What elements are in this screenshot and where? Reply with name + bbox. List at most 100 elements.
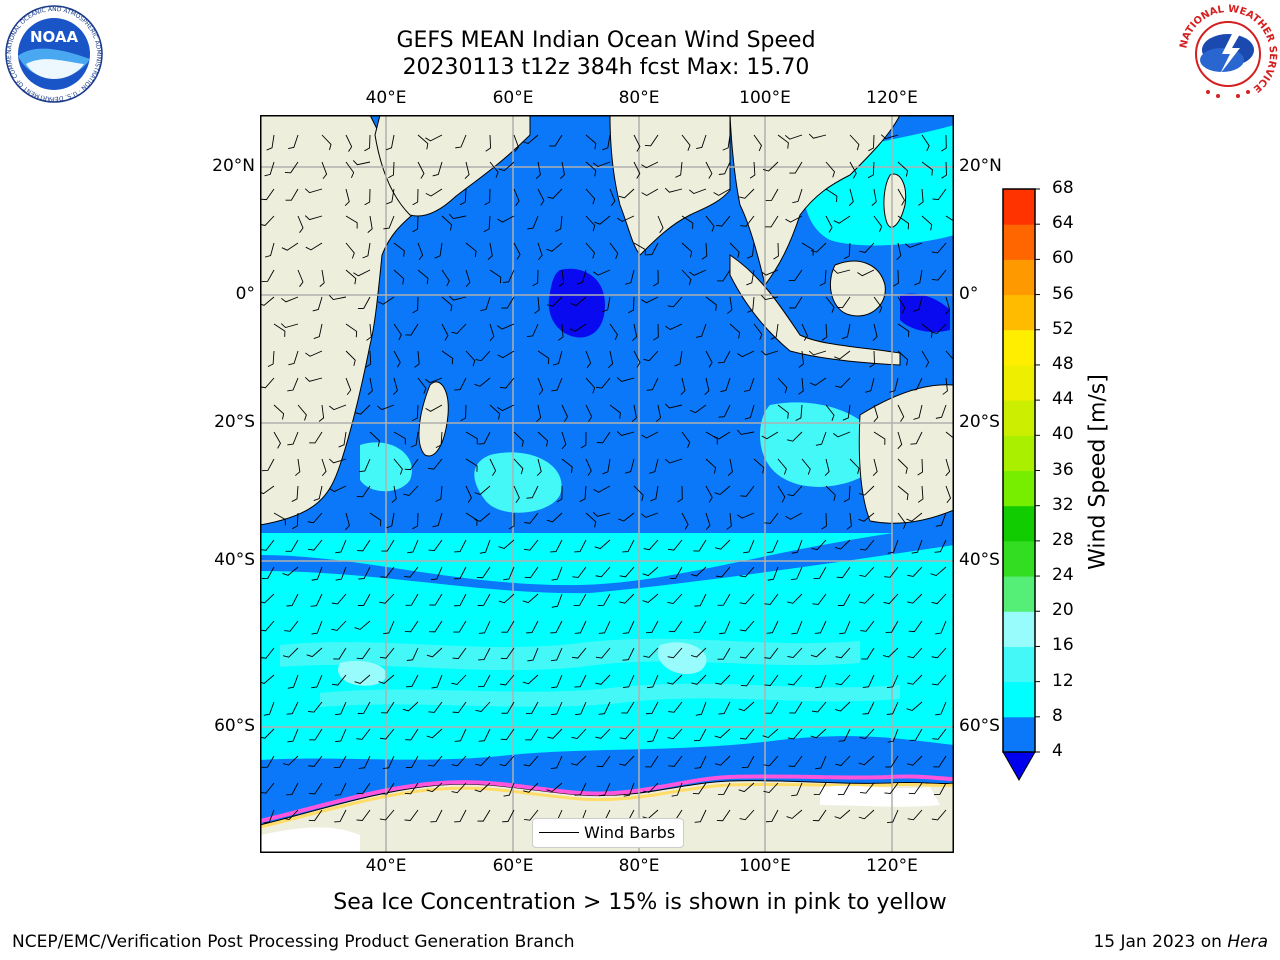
wind-barb bbox=[307, 539, 323, 551]
wind-barb bbox=[825, 404, 835, 421]
wind-barb bbox=[385, 134, 395, 151]
wind-barb bbox=[291, 485, 299, 502]
wind-barb bbox=[319, 269, 325, 287]
wind-barb bbox=[380, 566, 395, 578]
wind-barb bbox=[649, 458, 659, 474]
wind-barb bbox=[476, 566, 491, 579]
wind-barb bbox=[931, 809, 947, 821]
wind-barb bbox=[628, 296, 635, 314]
map-legend: Wind Barbs bbox=[532, 818, 684, 848]
wind-barb bbox=[825, 188, 838, 203]
wind-barb bbox=[945, 296, 951, 315]
wind-barb bbox=[738, 701, 755, 712]
wind-barb bbox=[503, 566, 515, 581]
colorbar-tick-label: 40 bbox=[1052, 424, 1074, 445]
wind-barb bbox=[382, 755, 395, 769]
wind-barb bbox=[813, 782, 827, 795]
wind-barb bbox=[785, 512, 803, 520]
wind-barb bbox=[273, 404, 285, 420]
wind-barb bbox=[705, 485, 713, 503]
wind-barb bbox=[671, 782, 683, 797]
wind-barb bbox=[764, 647, 779, 659]
wind-barb bbox=[897, 350, 909, 366]
wind-barb bbox=[695, 323, 707, 338]
wind-barb bbox=[489, 458, 497, 476]
wind-barb bbox=[696, 134, 707, 150]
wind-barb bbox=[260, 620, 275, 632]
wind-barb bbox=[811, 539, 827, 551]
wind-barb bbox=[297, 215, 304, 233]
colorbar-tick-label: 20 bbox=[1052, 600, 1074, 621]
wind-barb bbox=[931, 593, 947, 605]
wind-barb bbox=[616, 377, 635, 382]
wind-barb bbox=[260, 188, 275, 201]
wind-barb bbox=[356, 809, 371, 821]
lon-tick-top-60e: 60°E bbox=[492, 88, 534, 108]
wind-barb bbox=[763, 755, 779, 767]
wind-barb bbox=[448, 295, 467, 301]
wind-barb bbox=[765, 701, 779, 714]
wind-barb bbox=[913, 296, 923, 312]
wind-barb bbox=[862, 674, 875, 688]
colorbar-tick-label: 28 bbox=[1052, 529, 1074, 550]
wind-barb bbox=[404, 566, 419, 578]
wind-barb bbox=[859, 593, 875, 604]
colorbar-segment bbox=[1003, 259, 1035, 296]
wind-barb bbox=[441, 350, 454, 365]
wind-barb bbox=[345, 323, 358, 338]
wind-barb bbox=[475, 350, 491, 362]
wind-barb bbox=[737, 429, 755, 435]
wind-barb bbox=[693, 620, 707, 633]
wind-barb bbox=[689, 404, 707, 414]
lon-tick-top-80e: 80°E bbox=[618, 88, 660, 108]
wind-barb bbox=[403, 485, 419, 496]
wind-barb bbox=[405, 755, 419, 769]
wind-barb bbox=[798, 377, 804, 395]
wind-barb bbox=[358, 755, 371, 769]
wind-barb bbox=[719, 620, 731, 635]
wind-barb bbox=[592, 511, 611, 517]
wind-barb bbox=[911, 539, 923, 554]
wind-barb bbox=[681, 269, 692, 286]
wind-barb bbox=[273, 431, 281, 449]
wind-barb bbox=[762, 728, 779, 739]
wind-barb bbox=[526, 485, 539, 499]
wind-barb bbox=[354, 404, 371, 415]
wind-barb bbox=[526, 620, 539, 634]
wind-barb bbox=[502, 269, 515, 284]
wind-barb bbox=[753, 134, 763, 152]
wind-barb bbox=[907, 593, 923, 604]
wind-barb bbox=[561, 458, 573, 473]
wind-barb bbox=[524, 809, 539, 821]
wind-barb bbox=[858, 512, 875, 522]
wind-barb bbox=[412, 188, 419, 206]
wind-barb bbox=[287, 728, 299, 743]
wind-barb bbox=[713, 431, 731, 440]
wind-barb bbox=[261, 566, 275, 580]
wind-barb bbox=[715, 755, 731, 766]
wind-barb bbox=[331, 593, 347, 605]
wind-barb bbox=[309, 728, 323, 741]
wind-barb bbox=[690, 566, 707, 577]
wind-barb bbox=[777, 458, 787, 475]
wind-barb bbox=[311, 674, 323, 689]
wind-barb bbox=[393, 377, 398, 396]
lon-tick-top-120e: 120°E bbox=[866, 88, 918, 108]
wind-barb bbox=[842, 404, 851, 421]
wind-barb bbox=[556, 485, 563, 503]
wind-barb bbox=[574, 701, 587, 716]
wind-barb bbox=[785, 215, 803, 223]
wind-barb bbox=[737, 512, 755, 519]
wind-barb bbox=[717, 647, 731, 660]
wind-barb bbox=[595, 647, 611, 659]
wind-barb bbox=[379, 647, 395, 659]
wind-barb bbox=[475, 701, 491, 713]
wind-barb bbox=[345, 350, 356, 366]
wind-barb bbox=[546, 512, 563, 523]
wind-barb bbox=[824, 458, 830, 477]
wind-barb bbox=[356, 728, 371, 740]
lon-tick-bottom-100e: 100°E bbox=[739, 856, 791, 876]
wind-barb bbox=[859, 728, 875, 740]
wind-barb bbox=[498, 161, 515, 172]
lat-tick-right-40s: 40°S bbox=[959, 550, 1000, 570]
